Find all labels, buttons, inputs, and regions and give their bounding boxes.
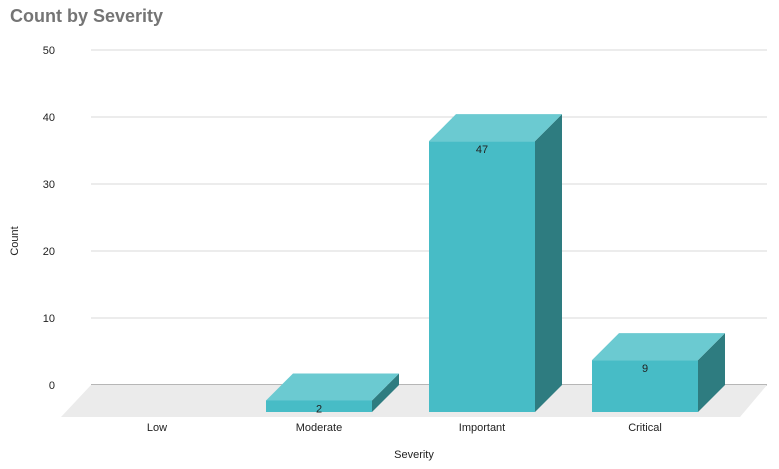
data-labels: 2 47 9 — [316, 144, 648, 415]
x-axis-title: Severity — [394, 449, 434, 461]
data-label: 2 — [316, 403, 322, 415]
bar-moderate — [266, 373, 399, 412]
y-tick-label: 10 — [43, 313, 55, 325]
data-label: 9 — [642, 363, 648, 375]
bar-front — [266, 400, 372, 412]
bar-front — [429, 141, 535, 412]
floor-plane — [61, 385, 767, 417]
bar-side — [535, 114, 562, 412]
bars — [266, 114, 725, 412]
y-axis-ticks: 0 10 20 30 40 50 — [43, 45, 55, 392]
data-label: 47 — [476, 144, 488, 156]
x-axis-ticks: Low Moderate Important Critical — [147, 422, 662, 434]
y-tick-label: 20 — [43, 246, 55, 258]
x-tick-label: Moderate — [296, 422, 342, 434]
chart-floor — [61, 385, 767, 417]
bar-top — [266, 373, 399, 401]
y-tick-label: 40 — [43, 112, 55, 124]
bar-front — [592, 360, 698, 412]
bar-important — [429, 114, 562, 412]
chart-title: Count by Severity — [10, 6, 164, 26]
x-tick-label: Critical — [628, 422, 662, 434]
y-tick-label: 0 — [49, 380, 55, 392]
bar-top — [592, 333, 725, 361]
y-tick-label: 50 — [43, 45, 55, 57]
bar-side — [372, 373, 399, 412]
bar-side — [698, 333, 725, 412]
y-tick-label: 30 — [43, 179, 55, 191]
y-axis-title: Count — [9, 226, 21, 255]
x-tick-label: Low — [147, 422, 167, 434]
bar-top — [429, 114, 562, 142]
bar-critical — [592, 333, 725, 412]
x-tick-label: Important — [459, 422, 505, 434]
